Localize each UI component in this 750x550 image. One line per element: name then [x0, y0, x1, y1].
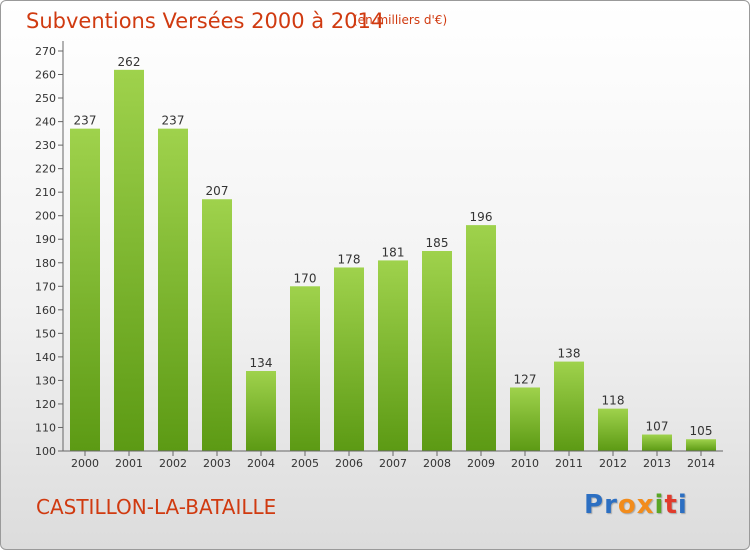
y-tick-label: 180 — [35, 257, 56, 270]
value-label: 127 — [514, 372, 537, 386]
x-tick-label: 2007 — [379, 457, 407, 470]
value-label: 178 — [338, 252, 361, 266]
y-tick-label: 200 — [35, 210, 56, 223]
y-tick-label: 190 — [35, 233, 56, 246]
x-tick-label: 2010 — [511, 457, 539, 470]
x-tick-label: 2009 — [467, 457, 495, 470]
bar-2012 — [598, 408, 628, 451]
logo-letter: r — [604, 490, 618, 520]
bar-2011 — [554, 361, 584, 451]
logo-letter: o — [617, 490, 637, 520]
y-tick-label: 270 — [35, 45, 56, 58]
x-tick-label: 2004 — [247, 457, 275, 470]
bar-2004 — [246, 371, 276, 451]
logo-letter: i — [654, 490, 665, 520]
bar-2001 — [114, 69, 144, 451]
x-tick-label: 2002 — [159, 457, 187, 470]
y-tick-label: 170 — [35, 280, 56, 293]
x-tick-label: 2003 — [203, 457, 231, 470]
bar-2005 — [290, 286, 320, 451]
x-tick-label: 2014 — [687, 457, 715, 470]
y-tick-label: 210 — [35, 186, 56, 199]
y-tick-label: 220 — [35, 163, 56, 176]
value-label: 237 — [162, 114, 185, 128]
bar-2008 — [422, 251, 452, 451]
y-tick-label: 150 — [35, 327, 56, 340]
x-tick-label: 2001 — [115, 457, 143, 470]
y-tick-label: 250 — [35, 92, 56, 105]
y-tick-label: 240 — [35, 116, 56, 129]
x-tick-label: 2012 — [599, 457, 627, 470]
x-tick-label: 2006 — [335, 457, 363, 470]
y-tick-label: 100 — [35, 445, 56, 458]
x-tick-label: 2000 — [71, 457, 99, 470]
value-label: 185 — [426, 236, 449, 250]
logo-letter: i — [677, 490, 688, 520]
value-label: 170 — [294, 271, 317, 285]
value-label: 107 — [646, 420, 669, 434]
y-tick-label: 110 — [35, 421, 56, 434]
y-tick-label: 160 — [35, 304, 56, 317]
value-label: 262 — [118, 55, 141, 69]
y-tick-label: 120 — [35, 398, 56, 411]
chart-title: Subventions Versées 2000 à 2014 — [26, 9, 385, 33]
value-label: 181 — [382, 245, 405, 259]
proxiti-logo: Proxiti — [584, 490, 688, 520]
y-tick-label: 130 — [35, 374, 56, 387]
bar-2007 — [378, 260, 408, 451]
logo-letter: P — [584, 490, 605, 520]
commune-name: CASTILLON-LA-BATAILLE — [36, 495, 277, 519]
bar-2006 — [334, 267, 364, 451]
bar-2014 — [686, 439, 716, 451]
value-label: 207 — [206, 184, 229, 198]
bar-2013 — [642, 434, 672, 451]
value-label: 196 — [470, 210, 493, 224]
value-label: 118 — [602, 394, 625, 408]
value-label: 105 — [690, 424, 713, 438]
y-tick-label: 140 — [35, 351, 56, 364]
x-tick-label: 2005 — [291, 457, 319, 470]
bar-2000 — [70, 128, 100, 451]
value-label: 138 — [558, 347, 581, 361]
chart-unit: (en milliers d'€) — [353, 13, 448, 27]
bar-2009 — [466, 225, 496, 451]
bar-2010 — [510, 387, 540, 451]
x-tick-label: 2008 — [423, 457, 451, 470]
y-tick-label: 260 — [35, 69, 56, 82]
x-tick-label: 2013 — [643, 457, 671, 470]
value-label: 134 — [250, 356, 273, 370]
x-tick-label: 2011 — [555, 457, 583, 470]
logo-letter: x — [636, 490, 655, 520]
logo-letter: t — [664, 490, 678, 520]
bar-2002 — [158, 128, 188, 451]
y-tick-label: 230 — [35, 139, 56, 152]
value-label: 237 — [74, 114, 97, 128]
bar-2003 — [202, 199, 232, 451]
